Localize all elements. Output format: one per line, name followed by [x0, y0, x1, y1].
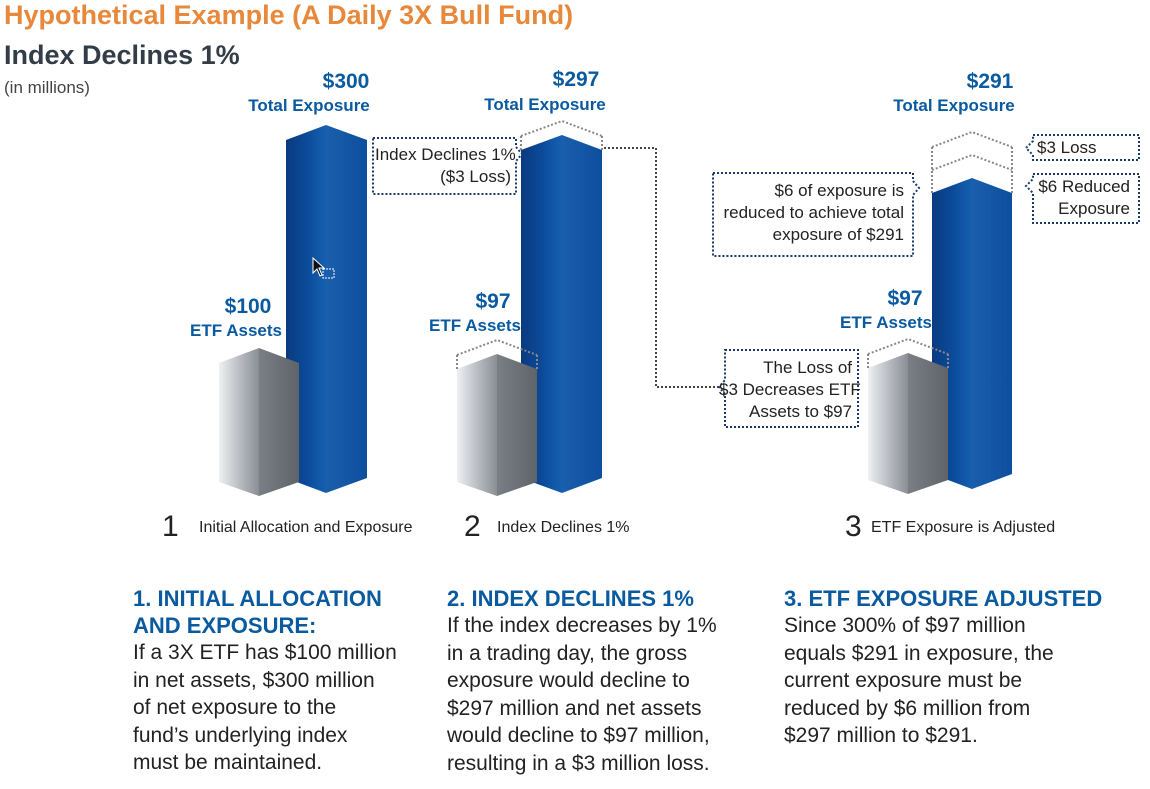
explanation-body: If a 3X ETF has $100 million in net asse… [133, 641, 397, 774]
step-number-1: 1 [162, 510, 179, 543]
step-label-3: ETF Exposure is Adjusted [871, 519, 1056, 536]
explanation-heading: 3. ETF EXPOSURE ADJUSTED [784, 586, 1103, 611]
assets-value-1: $100 [224, 295, 272, 318]
units-note: (in millions) [4, 78, 90, 97]
page-subtitle: Index Declines 1% [4, 40, 240, 70]
callout-box-three-loss [1024, 134, 1140, 161]
assets-value-2: $97 [475, 290, 511, 313]
explanation-body: Since 300% of $97 million equals $291 in… [784, 614, 1054, 747]
connector-line [604, 147, 724, 388]
assets-label-1: ETF Assets [190, 321, 282, 340]
assets-value-3: $97 [887, 287, 923, 310]
callout-box-six-reduced [1024, 173, 1140, 224]
callout-six-reduced: $6 Reduced Exposure [1038, 177, 1130, 218]
step-label-2: Index Declines 1% [497, 519, 630, 536]
explanation-column-1: 1. INITIAL ALLOCATION AND EXPOSURE: If a… [133, 585, 433, 777]
explanation-heading: 1. INITIAL ALLOCATION AND EXPOSURE: [133, 586, 382, 638]
step-number-3: 3 [845, 510, 862, 543]
explanation-heading: 2. INDEX DECLINES 1% [447, 586, 694, 611]
assets-bar-2 [456, 338, 538, 496]
explanation-body: If the index decreases by 1% in a tradin… [447, 614, 717, 775]
exposure-value-2: $297 [552, 68, 600, 91]
exposure-value-1: $300 [322, 70, 370, 93]
callout-loss-decreases: The Loss of $3 Decreases ETF Assets to $… [719, 358, 861, 421]
assets-bar-3 [867, 337, 949, 494]
step-label-1: Initial Allocation and Exposure [199, 519, 413, 536]
callout-exposure-reduced: $6 of exposure is reduced to achieve tot… [723, 181, 904, 244]
assets-label-3: ETF Assets [840, 313, 932, 332]
page-title: Hypothetical Example (A Daily 3X Bull Fu… [4, 0, 574, 30]
exposure-value-3: $291 [966, 70, 1014, 93]
explanation-column-3: 3. ETF EXPOSURE ADJUSTED Since 300% of $… [784, 585, 1124, 750]
mouse-cursor-icon [312, 256, 335, 279]
callout-index-decline: Index Declines 1% ($3 Loss) [375, 145, 516, 186]
callout-box-exposure-reduced [712, 172, 921, 257]
callout-three-loss: $3 Loss [1037, 138, 1097, 157]
exposure-label-2: Total Exposure [484, 95, 606, 114]
explanation-column-2: 2. INDEX DECLINES 1% If the index decrea… [447, 585, 767, 777]
exposure-label-1: Total Exposure [248, 96, 370, 115]
assets-label-2: ETF Assets [429, 316, 521, 335]
callout-box-loss-decreases [717, 349, 859, 428]
assets-bar-1 [219, 348, 299, 496]
exposure-label-3: Total Exposure [893, 96, 1015, 115]
step-number-2: 2 [464, 510, 481, 543]
callout-box-index-decline [372, 137, 524, 195]
